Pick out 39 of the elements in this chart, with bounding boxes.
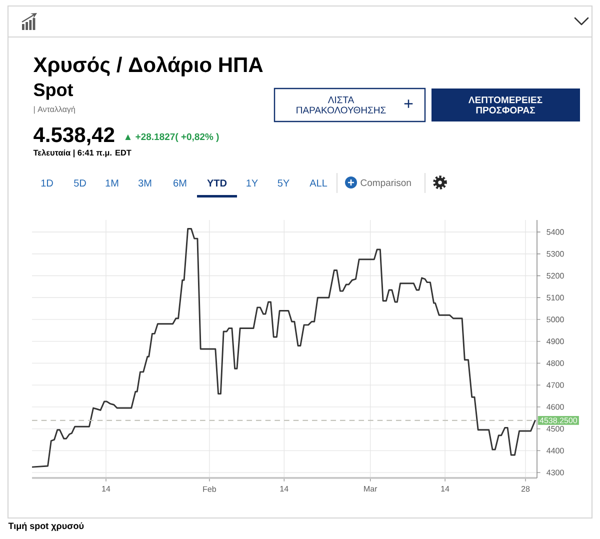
ref-line-label: 4538.2500	[540, 418, 578, 424]
text: ALL	[310, 180, 328, 186]
chart-subtitle: Spot	[34, 83, 74, 100]
text: 5Y	[278, 180, 290, 187]
y-tick-label: 4400	[546, 448, 564, 454]
x-tick-label: 14	[102, 486, 110, 492]
text: Τελευταία | 6:41 π.μ. EDT	[33, 149, 132, 158]
x-tick-label: Feb	[203, 486, 216, 492]
text: Comparison	[360, 179, 411, 188]
text: 5D	[74, 180, 86, 187]
x-tick-label: Mar	[364, 486, 378, 492]
text: 6M	[174, 180, 186, 187]
text: 1D	[41, 180, 53, 186]
text: 3M	[138, 180, 152, 187]
y-tick-label: 5000	[546, 316, 564, 322]
text: +	[404, 100, 413, 108]
y-tick-label: 4300	[546, 470, 564, 476]
x-tick-label: 14	[280, 486, 288, 492]
y-tick-label: 4700	[546, 382, 564, 388]
y-tick-label: 5200	[546, 272, 564, 279]
y-tick-label: 4600	[546, 404, 564, 410]
y-tick-label: 4800	[546, 360, 564, 366]
chart-title: Χρυσός / Δολάριο ΗΠΑ	[33, 56, 263, 76]
text: 4.538,42	[34, 127, 114, 146]
text: ▲ +28.1827( +0,82% )	[125, 133, 219, 142]
x-tick-label: 28	[521, 486, 530, 492]
y-tick-label: 4500	[546, 426, 564, 432]
y-tick-label: 5300	[546, 251, 564, 257]
y-tick-label: 5400	[546, 229, 564, 235]
y-tick-label: 5100	[546, 294, 564, 300]
text: ΛΕΠΤΟΜΕΡΕΙΕΣ ΠΡΟΣΦΟΡΑΣ	[468, 96, 542, 114]
text: ΛΙΣΤΑ ΠΑΡΑΚΟΛΟΥΘΗΣΗΣ	[296, 96, 386, 114]
text: 1Y	[246, 180, 258, 186]
text: | Ανταλλαγή	[34, 106, 75, 114]
text: Τιμή spot χρυσού	[8, 522, 84, 531]
y-tick-label: 4900	[546, 338, 564, 344]
text: YTD	[207, 180, 227, 186]
x-tick-label: 14	[441, 486, 450, 492]
text: 1M	[106, 180, 118, 186]
